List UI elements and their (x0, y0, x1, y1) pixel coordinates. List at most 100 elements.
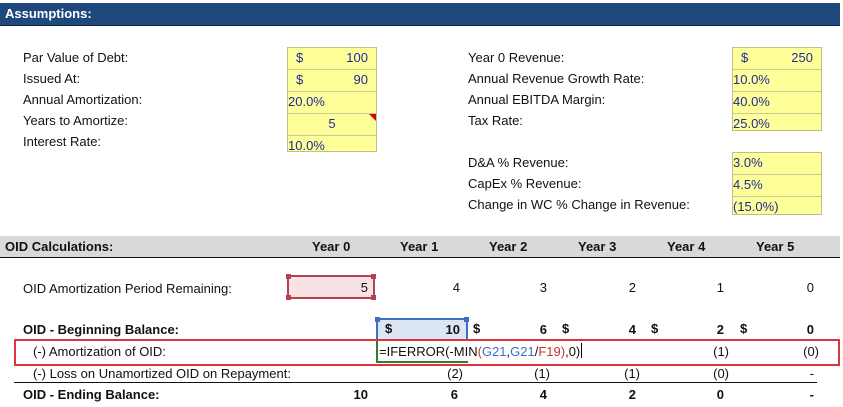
col-year-4: Year 4 (667, 239, 706, 254)
assumptions-title: Assumptions: (5, 6, 92, 21)
label-issued-at: Issued At: (23, 71, 81, 86)
formula-ref-f19: F19 (538, 344, 561, 359)
currency-symbol: $ (651, 321, 659, 336)
ending-balance-year-0[interactable]: 10 (353, 387, 368, 402)
input-year0-revenue[interactable]: $ 250 (733, 48, 821, 70)
right-input-block-top: $ 250 10.0% 40.0% 25.0% (732, 47, 822, 131)
comment-indicator-icon[interactable] (369, 114, 376, 121)
period-year-4[interactable]: 1 (716, 280, 724, 295)
col-year-5: Year 5 (756, 239, 795, 254)
beginning-balance-year-4[interactable]: 2 (716, 322, 724, 337)
currency-symbol: $ (296, 72, 304, 87)
par-value: 100 (346, 50, 368, 65)
input-years-to-amortize[interactable]: 5 (288, 114, 376, 136)
oid-title: OID Calculations: (5, 239, 114, 254)
period-year-0[interactable]: 5 (360, 280, 368, 295)
label-period-remaining: OID Amortization Period Remaining: (23, 281, 232, 296)
input-issued-at[interactable]: $ 90 (288, 70, 376, 92)
currency-symbol: $ (562, 321, 570, 336)
resize-handle[interactable] (286, 295, 291, 300)
loss-year-5[interactable]: - (809, 366, 814, 381)
period-year-1[interactable]: 4 (452, 280, 460, 295)
label-tax-rate: Tax Rate: (468, 113, 523, 128)
ending-balance-year-2[interactable]: 4 (539, 387, 547, 402)
loss-year-2[interactable]: (1) (534, 366, 550, 381)
beginning-balance-year-2[interactable]: 6 (539, 322, 547, 337)
formula-paren: ) (560, 344, 566, 359)
loss-year-4[interactable]: (0) (713, 366, 729, 381)
left-input-block: $ 100 $ 90 20.0% 5 10.0% (287, 47, 377, 153)
period-year-2[interactable]: 3 (539, 280, 547, 295)
ending-balance-year-5[interactable]: - (809, 387, 814, 402)
ending-balance-year-1[interactable]: 6 (450, 387, 458, 402)
input-wc-change[interactable]: (15.0%) (733, 199, 779, 214)
label-years-to-amortize: Years to Amortize: (23, 113, 129, 128)
formula-ref-g21: G21 (510, 344, 535, 359)
loss-year-3[interactable]: (1) (624, 366, 640, 381)
amortization-year-4[interactable]: (1) (713, 344, 729, 359)
currency-symbol: $ (473, 321, 481, 336)
label-year0-revenue: Year 0 Revenue: (468, 50, 565, 65)
resize-handle[interactable] (371, 295, 376, 300)
currency-symbol: $ (385, 321, 393, 336)
label-revenue-growth: Annual Revenue Growth Rate: (468, 71, 645, 86)
input-da-revenue[interactable]: 3.0% (733, 153, 821, 175)
label-ebitda-margin: Annual EBITDA Margin: (468, 92, 606, 107)
formula-function: =IFERROR(-MIN (379, 344, 478, 359)
resize-handle[interactable] (286, 274, 291, 279)
label-amortization-of-oid: (-) Amortization of OID: (33, 344, 166, 359)
label-beginning-balance: OID - Beginning Balance: (23, 322, 180, 337)
currency-symbol: $ (740, 321, 748, 336)
referenced-cell-g21[interactable] (375, 317, 469, 340)
beginning-balance-year-5[interactable]: 0 (806, 322, 814, 337)
resize-handle[interactable] (375, 317, 380, 322)
resize-handle[interactable] (371, 274, 376, 279)
label-par-value: Par Value of Debt: (23, 50, 129, 65)
col-year-1: Year 1 (400, 239, 439, 254)
formula-divide: / (534, 344, 539, 359)
label-ending-balance: OID - Ending Balance: (23, 387, 160, 402)
col-year-2: Year 2 (489, 239, 528, 254)
period-year-5[interactable]: 0 (806, 280, 814, 295)
label-interest-rate: Interest Rate: (23, 134, 102, 149)
formula-paren: ( (477, 344, 482, 359)
years-to-amortize-value: 5 (328, 116, 336, 131)
formula-tail: ,0) (565, 344, 581, 359)
input-revenue-growth[interactable]: 10.0% (733, 70, 821, 92)
formula-text[interactable]: =IFERROR(-MIN(G21,G21/F19),0) (379, 343, 583, 361)
text-cursor (581, 343, 583, 358)
beginning-balance-year-3[interactable]: 4 (628, 322, 636, 337)
loss-year-1[interactable]: (2) (447, 366, 463, 381)
period-year-3[interactable]: 2 (628, 280, 636, 295)
label-capex-revenue: CapEx % Revenue: (468, 176, 582, 191)
amortization-year-5[interactable]: (0) (803, 344, 819, 359)
label-loss-unamortized: (-) Loss on Unamortized OID on Repayment… (33, 366, 291, 381)
oid-calculations-header: OID Calculations: Year 0 Year 1 Year 2 Y… (0, 236, 840, 258)
col-year-3: Year 3 (578, 239, 617, 254)
active-edit-cell[interactable] (376, 341, 468, 363)
input-capex-revenue[interactable]: 4.5% (733, 175, 821, 197)
total-divider (14, 382, 817, 383)
input-interest-rate[interactable]: 10.0% (288, 138, 325, 153)
currency-symbol: $ (296, 50, 304, 65)
highlight-box (14, 339, 840, 366)
resize-handle[interactable] (464, 317, 469, 322)
ending-balance-year-3[interactable]: 2 (628, 387, 636, 402)
label-da-revenue: D&A % Revenue: (468, 155, 569, 170)
beginning-balance-year-1[interactable]: 10 (445, 322, 460, 337)
input-par-value[interactable]: $ 100 (288, 48, 376, 70)
label-annual-amortization: Annual Amortization: (23, 92, 143, 107)
assumptions-header: Assumptions: (0, 3, 840, 26)
ending-balance-year-4[interactable]: 0 (716, 387, 724, 402)
input-ebitda-margin[interactable]: 40.0% (733, 92, 821, 114)
referenced-cell-f19[interactable] (286, 274, 376, 300)
issued-at-value: 90 (353, 72, 368, 87)
input-annual-amortization[interactable]: 20.0% (288, 92, 376, 114)
input-tax-rate[interactable]: 25.0% (733, 116, 770, 131)
year0-revenue-value: 250 (791, 50, 813, 65)
formula-ref-g21: G21 (481, 344, 507, 359)
col-year-0: Year 0 (312, 239, 351, 254)
formula-comma: , (506, 344, 511, 359)
currency-symbol: $ (741, 50, 749, 65)
right-input-block-bottom: 3.0% 4.5% (15.0%) (732, 152, 822, 215)
